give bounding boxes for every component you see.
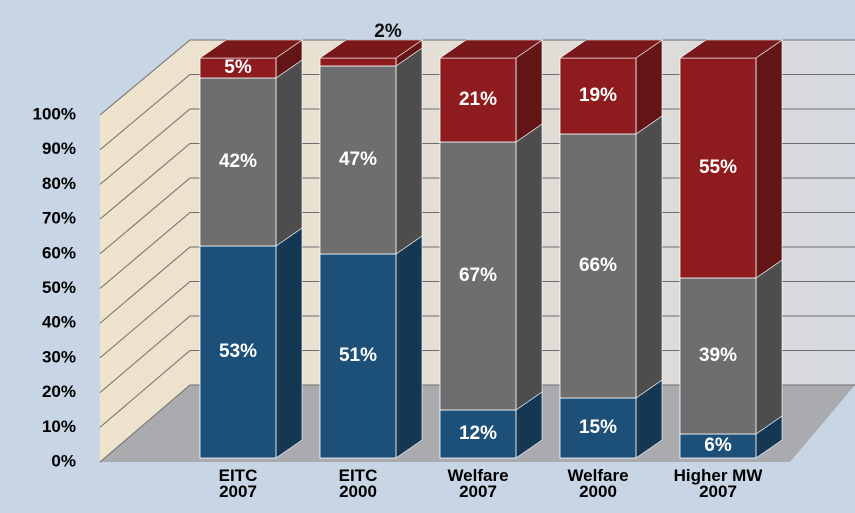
bar-segment (559, 57, 637, 135)
bar-top (199, 39, 303, 59)
bar-segment (199, 77, 277, 247)
data-label: 66% (579, 255, 617, 276)
y-tick-label: 70% (42, 209, 76, 228)
x-tick-label: EITC 2000 (338, 466, 378, 501)
bar-segment (679, 277, 757, 435)
bar-segment (439, 141, 517, 411)
data-label: 12% (459, 423, 497, 444)
bar-segment (439, 57, 517, 143)
y-tick-label: 10% (42, 417, 76, 436)
bar-top (679, 39, 783, 59)
data-label: 53% (219, 341, 257, 362)
data-label: 19% (579, 85, 617, 106)
bar-segment (559, 133, 637, 399)
bar-side (275, 227, 303, 459)
y-tick-label: 80% (42, 174, 76, 193)
x-tick-label: Welfare 2000 (567, 466, 629, 501)
bar-top (559, 39, 663, 59)
bar-side (755, 259, 783, 435)
y-tick-label: 60% (42, 243, 76, 262)
data-label: 51% (339, 345, 377, 366)
data-label: 47% (339, 149, 377, 170)
data-label: 2% (374, 21, 402, 42)
data-label: 21% (459, 89, 497, 110)
bar-side (275, 59, 303, 247)
bar-segment (559, 397, 637, 459)
x-tick-label: Welfare 2007 (447, 466, 509, 501)
bar-side (395, 47, 423, 255)
bar-side (755, 39, 783, 279)
data-label: 67% (459, 265, 497, 286)
bar-segment (679, 57, 757, 279)
y-tick-label: 30% (42, 347, 76, 366)
data-label: 15% (579, 417, 617, 438)
data-label: 42% (219, 151, 257, 172)
y-tick-label: 20% (42, 382, 76, 401)
y-tick-label: 100% (33, 104, 76, 123)
bar-top (439, 39, 543, 59)
bar-side (395, 235, 423, 459)
x-tick-label: EITC 2007 (218, 466, 258, 501)
bar-side (635, 115, 663, 399)
bar-segment (319, 253, 397, 459)
bar-top (319, 39, 423, 59)
data-label: 6% (704, 435, 732, 456)
y-tick-label: 50% (42, 278, 76, 297)
y-tick-label: 90% (42, 139, 76, 158)
x-tick-label: Higher MW 2007 (673, 466, 763, 501)
bar-segment (319, 57, 397, 67)
bar-side (515, 123, 543, 411)
data-label: 39% (699, 345, 737, 366)
y-tick-label: 40% (42, 313, 76, 332)
bar-segment (199, 245, 277, 459)
data-label: 55% (699, 157, 737, 178)
y-tick-label: 0% (51, 451, 76, 470)
data-label: 5% (224, 57, 252, 78)
